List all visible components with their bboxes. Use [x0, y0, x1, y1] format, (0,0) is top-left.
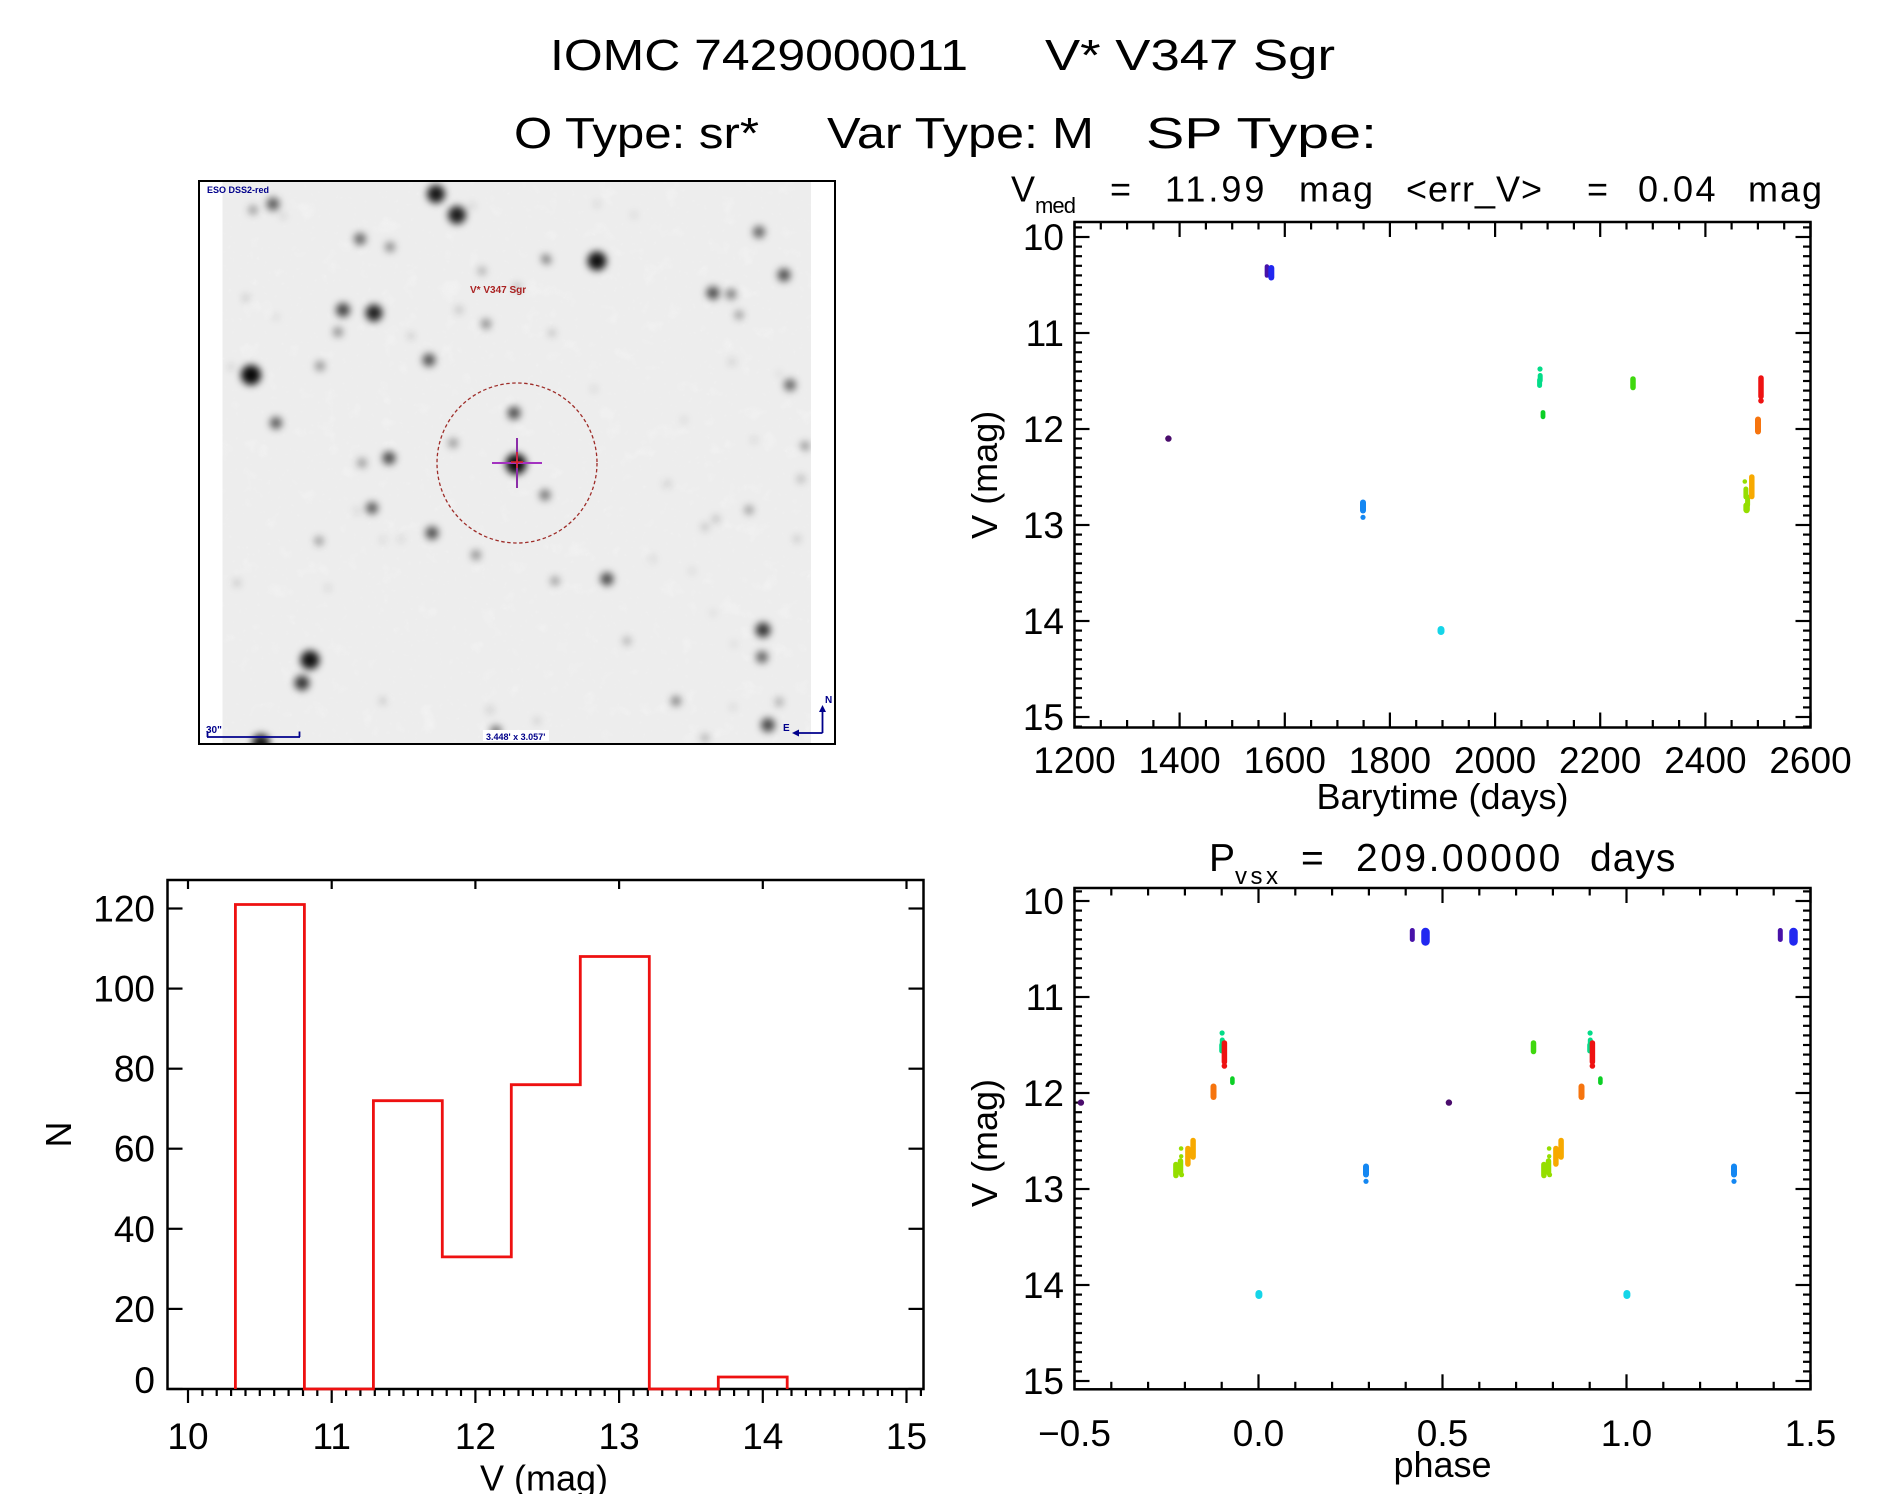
svg-text:<err_V>: <err_V>	[1406, 169, 1543, 210]
svg-text:1800: 1800	[1349, 740, 1431, 781]
svg-text:30": 30"	[206, 725, 222, 736]
svg-text:0.0: 0.0	[1233, 1413, 1284, 1454]
svg-text:10: 10	[1023, 881, 1064, 922]
svg-text:209.00000: 209.00000	[1356, 837, 1563, 880]
svg-text:2600: 2600	[1769, 740, 1851, 781]
svg-text:days: days	[1590, 837, 1676, 880]
svg-text:vsx: vsx	[1235, 863, 1278, 890]
svg-text:IOMC 7429000011: IOMC 7429000011	[550, 31, 968, 80]
svg-text:V (mag): V (mag)	[480, 1458, 608, 1495]
svg-text:SP Type:: SP Type:	[1146, 109, 1377, 158]
svg-text:11.99: 11.99	[1165, 169, 1267, 210]
svg-text:11: 11	[1026, 977, 1064, 1018]
svg-text:1.5: 1.5	[1785, 1413, 1836, 1454]
svg-text:=: =	[1587, 169, 1608, 210]
svg-text:mag: mag	[1299, 169, 1375, 210]
svg-text:13: 13	[599, 1416, 640, 1457]
svg-text:med: med	[1035, 193, 1076, 218]
svg-text:12: 12	[1023, 409, 1064, 450]
svg-text:2000: 2000	[1454, 740, 1536, 781]
svg-text:Barytime (days): Barytime (days)	[1316, 776, 1568, 817]
svg-text:10: 10	[1023, 217, 1064, 258]
svg-text:15: 15	[886, 1416, 927, 1457]
svg-text:1400: 1400	[1138, 740, 1220, 781]
svg-text:15: 15	[1023, 697, 1064, 738]
svg-text:V* V347 Sgr: V* V347 Sgr	[1045, 31, 1335, 80]
svg-text:1.0: 1.0	[1601, 1413, 1652, 1454]
svg-text:V* V347 Sgr: V* V347 Sgr	[470, 285, 526, 296]
svg-text:3.448' x 3.057': 3.448' x 3.057'	[486, 732, 545, 742]
svg-text:V (mag): V (mag)	[964, 411, 1005, 539]
svg-text:P: P	[1209, 837, 1235, 880]
svg-text:N: N	[38, 1122, 79, 1148]
svg-text:13: 13	[1023, 505, 1064, 546]
svg-text:120: 120	[93, 889, 155, 930]
svg-text:15: 15	[1023, 1361, 1064, 1402]
svg-text:−0.5: −0.5	[1038, 1413, 1111, 1454]
svg-text:13: 13	[1023, 1169, 1064, 1210]
svg-text:O Type: sr*: O Type: sr*	[514, 109, 759, 158]
svg-text:1200: 1200	[1033, 740, 1115, 781]
svg-text:0.5: 0.5	[1417, 1413, 1468, 1454]
svg-text:14: 14	[742, 1416, 783, 1457]
svg-text:100: 100	[93, 969, 155, 1010]
svg-text:14: 14	[1023, 1265, 1064, 1306]
svg-text:0: 0	[134, 1360, 155, 1401]
svg-text:12: 12	[1023, 1073, 1064, 1114]
svg-text:80: 80	[114, 1049, 155, 1090]
svg-text:2400: 2400	[1664, 740, 1746, 781]
svg-text:1600: 1600	[1244, 740, 1326, 781]
svg-text:mag: mag	[1748, 169, 1824, 210]
svg-text:0.04: 0.04	[1638, 169, 1718, 210]
svg-text:10: 10	[167, 1416, 208, 1457]
svg-text:V (mag): V (mag)	[964, 1079, 1005, 1207]
svg-text:11: 11	[1026, 313, 1064, 354]
svg-text:20: 20	[114, 1289, 155, 1330]
svg-text:14: 14	[1023, 601, 1064, 642]
svg-text:2200: 2200	[1559, 740, 1641, 781]
svg-text:N: N	[825, 695, 832, 706]
svg-text:phase: phase	[1393, 1444, 1491, 1485]
svg-text:11: 11	[312, 1416, 350, 1457]
svg-text:=: =	[1110, 169, 1131, 210]
svg-text:60: 60	[114, 1129, 155, 1170]
svg-text:=: =	[1301, 837, 1324, 880]
svg-text:E: E	[783, 723, 790, 734]
svg-text:V: V	[1011, 169, 1035, 210]
svg-text:Var Type: M: Var Type: M	[827, 109, 1094, 158]
svg-text:ESO DSS2-red: ESO DSS2-red	[207, 185, 269, 195]
svg-text:40: 40	[114, 1209, 155, 1250]
svg-text:12: 12	[455, 1416, 496, 1457]
